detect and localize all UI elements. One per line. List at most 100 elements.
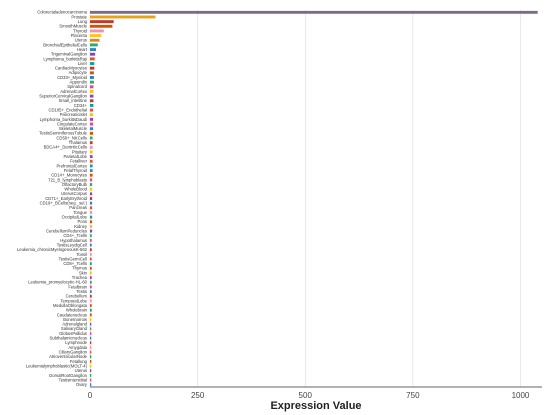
- bar: [90, 62, 95, 65]
- bar: [90, 57, 95, 61]
- category-label: Adrenalgland: [62, 322, 87, 327]
- bar: [90, 178, 93, 182]
- bar: [90, 38, 100, 42]
- bar: [90, 276, 92, 280]
- category-label: Wholebrain: [66, 308, 88, 313]
- category-label: Adipocyte: [69, 70, 88, 75]
- bar: [90, 52, 96, 56]
- category-label: Pituitary: [72, 149, 88, 154]
- bar: [90, 252, 92, 256]
- category-label: CD56+_NKCells: [56, 135, 87, 140]
- bar: [90, 141, 93, 145]
- bar: [90, 43, 98, 47]
- bar: [90, 85, 94, 89]
- category-label: DorsalRootGanglion: [49, 373, 87, 378]
- bar: [90, 197, 93, 200]
- bar: [90, 169, 93, 173]
- category-label: TestisSeminiferousTubule: [39, 131, 87, 136]
- bar: [90, 164, 93, 168]
- x-tick-labels: 0 250 500 750 1000: [88, 391, 530, 400]
- category-label: CD19+_BCells(neg._sel.): [40, 201, 88, 206]
- category-label: ParietalLobe: [63, 154, 87, 159]
- bar: [90, 332, 92, 335]
- bar: [90, 271, 92, 275]
- category-label: Prostate: [71, 14, 87, 19]
- category-label: BDCA4+_DentriticCells: [44, 145, 87, 150]
- bar: [90, 248, 92, 252]
- category-label: Pancreaticislet: [60, 112, 88, 117]
- bar: [90, 224, 93, 228]
- category-label: Pons: [77, 219, 87, 224]
- category-label: Hypothalamus: [60, 238, 87, 243]
- bars-layer: [90, 10, 538, 387]
- category-label: Pancreas: [69, 205, 87, 210]
- bar: [90, 383, 92, 387]
- category-label: Kidney: [74, 224, 88, 229]
- bar: [90, 215, 93, 219]
- bar: [90, 243, 92, 247]
- bar: [90, 313, 92, 317]
- category-label: BronchialEpithelialCells: [43, 42, 87, 47]
- bar: [90, 48, 97, 52]
- category-label: CD8+_Tcells: [63, 261, 87, 266]
- bar: [90, 229, 93, 233]
- category-label: Bonemarrow: [63, 317, 88, 322]
- category-label: CD34+: [74, 103, 88, 108]
- category-label: Lymphoma_burkittsDaudi: [40, 117, 87, 122]
- bar: [90, 257, 92, 261]
- category-label: OlfactoryBulb: [62, 182, 88, 187]
- bar: [90, 345, 92, 349]
- bar: [90, 159, 93, 163]
- category-label: Testisinterstitial: [59, 377, 87, 382]
- category-label: Trachea: [72, 275, 88, 280]
- bar: [90, 355, 92, 359]
- category-label: SmoothMuscle: [59, 24, 87, 29]
- category-label: SuperiorCervicalGanglion: [39, 94, 87, 99]
- category-label: AdrenalCortex: [60, 89, 88, 94]
- category-label: Thyroid: [73, 28, 88, 33]
- bar: [90, 304, 92, 307]
- bar: [90, 76, 94, 79]
- category-label: Liver: [78, 61, 88, 66]
- bar: [90, 234, 92, 238]
- bar: [90, 364, 92, 368]
- category-label: WholeBlood: [64, 187, 87, 192]
- bar: [90, 108, 94, 112]
- category-label: 721_B_lymphoblasts: [48, 177, 87, 182]
- category-label: Tonsil: [76, 252, 87, 257]
- category-label: Fetalliver: [70, 159, 88, 164]
- category-label: Testis: [76, 289, 87, 294]
- bar: [90, 15, 156, 19]
- x-axis-title: Expression Value: [270, 400, 361, 412]
- category-label: UterusCorpus: [61, 191, 87, 196]
- bar: [90, 336, 92, 340]
- bar: [90, 350, 92, 354]
- x-tick-label: 1000: [512, 391, 530, 400]
- bar: [90, 262, 92, 266]
- category-label: GlobusPallidus: [59, 331, 87, 336]
- category-label: SalivaryGland: [61, 326, 88, 331]
- bar: [90, 145, 93, 149]
- bar: [90, 34, 102, 38]
- bar: [90, 285, 92, 289]
- category-label: TestisLeydigCell: [57, 242, 87, 247]
- category-label: Heart: [77, 47, 88, 52]
- category-label: Leukemia_chronicMyelogenousK-562: [17, 247, 88, 252]
- category-label: CD105+_Endothelial: [48, 107, 87, 112]
- bar: [90, 266, 92, 270]
- category-label: SkeletalMuscle: [59, 126, 88, 131]
- bar: [90, 192, 93, 196]
- category-label: PrefrontalCortex: [57, 163, 88, 168]
- bar: [90, 359, 92, 363]
- category-label: Leukemialymphoblastic(MOLT-4): [26, 363, 88, 368]
- bar: [90, 299, 92, 303]
- bar: [90, 29, 104, 33]
- bar: [90, 136, 93, 140]
- bar: [90, 20, 114, 24]
- bar: [90, 341, 92, 345]
- bar: [90, 99, 94, 103]
- category-label: Tongue: [73, 210, 87, 215]
- bar: [90, 117, 94, 121]
- bar: [90, 24, 113, 28]
- bar: [90, 155, 93, 159]
